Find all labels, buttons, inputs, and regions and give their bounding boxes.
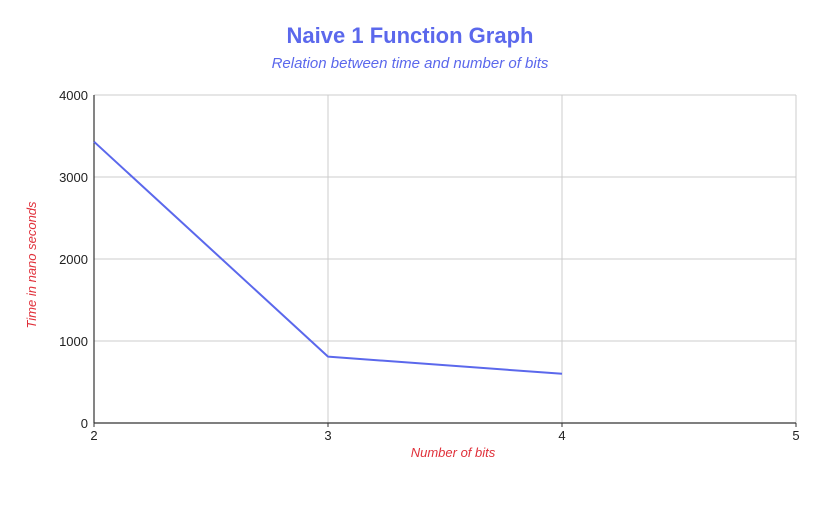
y-axis-label: Time in nano seconds	[24, 201, 39, 329]
chart-title: Naive 1 Function Graph	[287, 23, 534, 48]
series-line	[93, 140, 563, 375]
tick-labels: 0 1000 2000 3000 4000 2 3 4 5	[59, 88, 800, 443]
series-layer	[93, 140, 563, 375]
x-tick-label: 2	[90, 428, 97, 443]
y-tick-label: 4000	[59, 88, 88, 103]
axes	[93, 95, 797, 427]
x-tick-label: 3	[324, 428, 331, 443]
y-tick-label: 3000	[59, 170, 88, 185]
y-tick-label: 1000	[59, 334, 88, 349]
chart-subtitle: Relation between time and number of bits	[272, 55, 549, 72]
x-tick-label: 4	[558, 428, 565, 443]
x-axis-label: Number of bits	[411, 445, 496, 460]
y-tick-label: 2000	[59, 252, 88, 267]
grid-lines	[94, 94, 797, 423]
y-tick-label: 0	[81, 416, 88, 431]
x-tick-label: 5	[792, 428, 799, 443]
